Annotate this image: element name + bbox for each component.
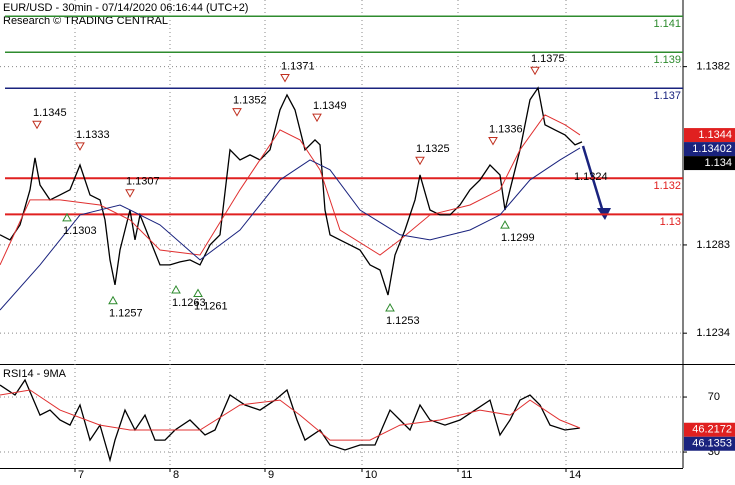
level-label: 1.141	[653, 18, 681, 30]
last-value-label: 46.1353	[692, 438, 732, 450]
last-value-label: 1.1344	[698, 129, 732, 141]
high-label: 1.1345	[33, 107, 67, 119]
x-tick-label: 8	[173, 469, 179, 480]
series-line	[0, 378, 581, 463]
low-marker	[171, 284, 181, 294]
chart-subtitle: Research © TRADING CENTRAL	[3, 15, 168, 27]
last-value-box	[684, 142, 735, 157]
high-label: 1.1349	[313, 100, 347, 112]
last-value-box	[684, 436, 735, 451]
chart-title: EUR/USD - 30min - 07/14/2020 06:16:44 (U…	[3, 2, 248, 14]
series-line	[0, 147, 581, 311]
high-label: 1.1336	[489, 123, 523, 135]
series-line	[0, 389, 581, 441]
level-label: 1.137	[653, 90, 681, 102]
last-value-box	[684, 128, 735, 143]
high-label: 1.1352	[233, 95, 267, 107]
level-label: 1.13	[660, 216, 681, 228]
y-tick-label: 1.1283	[696, 239, 730, 251]
low-label: 1.1263	[172, 297, 206, 309]
high-marker	[32, 120, 42, 130]
x-tick-label: 14	[569, 469, 581, 480]
high-label: 1.1375	[531, 53, 565, 65]
last-value-label: 1.13402	[692, 143, 732, 155]
low-label: 1.1253	[386, 315, 420, 327]
y-tick-label: 70	[708, 391, 720, 403]
low-marker	[500, 220, 510, 229]
level-label: 1.132	[653, 180, 681, 192]
last-value-label: 46.2172	[692, 424, 732, 436]
low-marker	[193, 288, 203, 298]
high-label: 1.1325	[416, 143, 450, 155]
low-label: 1.1257	[109, 308, 143, 320]
x-tick-label: 9	[268, 469, 274, 480]
high-marker	[312, 113, 322, 123]
high-marker	[488, 136, 498, 146]
rsi-title: RSI14 - 9MA	[3, 368, 67, 380]
low-label: 1.1261	[194, 300, 228, 312]
y-tick-label: 1.1234	[696, 327, 730, 339]
last-value-box	[684, 156, 735, 171]
high-label: 1.1307	[126, 176, 160, 188]
last-value-box	[684, 422, 735, 437]
x-tick-label: 11	[461, 469, 472, 480]
low-marker	[62, 212, 72, 222]
series-line	[0, 86, 583, 296]
last-value-label: 1.134	[704, 157, 732, 169]
high-marker	[75, 142, 85, 151]
high-marker	[280, 73, 290, 83]
y-tick-label: 1.1382	[696, 61, 730, 73]
high-marker	[530, 66, 540, 76]
low-marker	[108, 295, 118, 305]
high-marker	[232, 108, 242, 117]
low-marker	[385, 302, 395, 312]
high-marker	[415, 156, 425, 166]
low-label: 1.1299	[501, 232, 535, 244]
low-label: 1.1303	[63, 225, 97, 237]
target-label: 1.1324	[574, 171, 608, 183]
x-tick-label: 7	[78, 469, 84, 480]
high-label: 1.1371	[281, 60, 315, 72]
high-marker	[125, 189, 135, 198]
x-tick-label: 10	[365, 469, 377, 480]
series-line	[0, 114, 581, 266]
level-label: 1.139	[653, 54, 681, 66]
high-label: 1.1333	[76, 129, 110, 141]
